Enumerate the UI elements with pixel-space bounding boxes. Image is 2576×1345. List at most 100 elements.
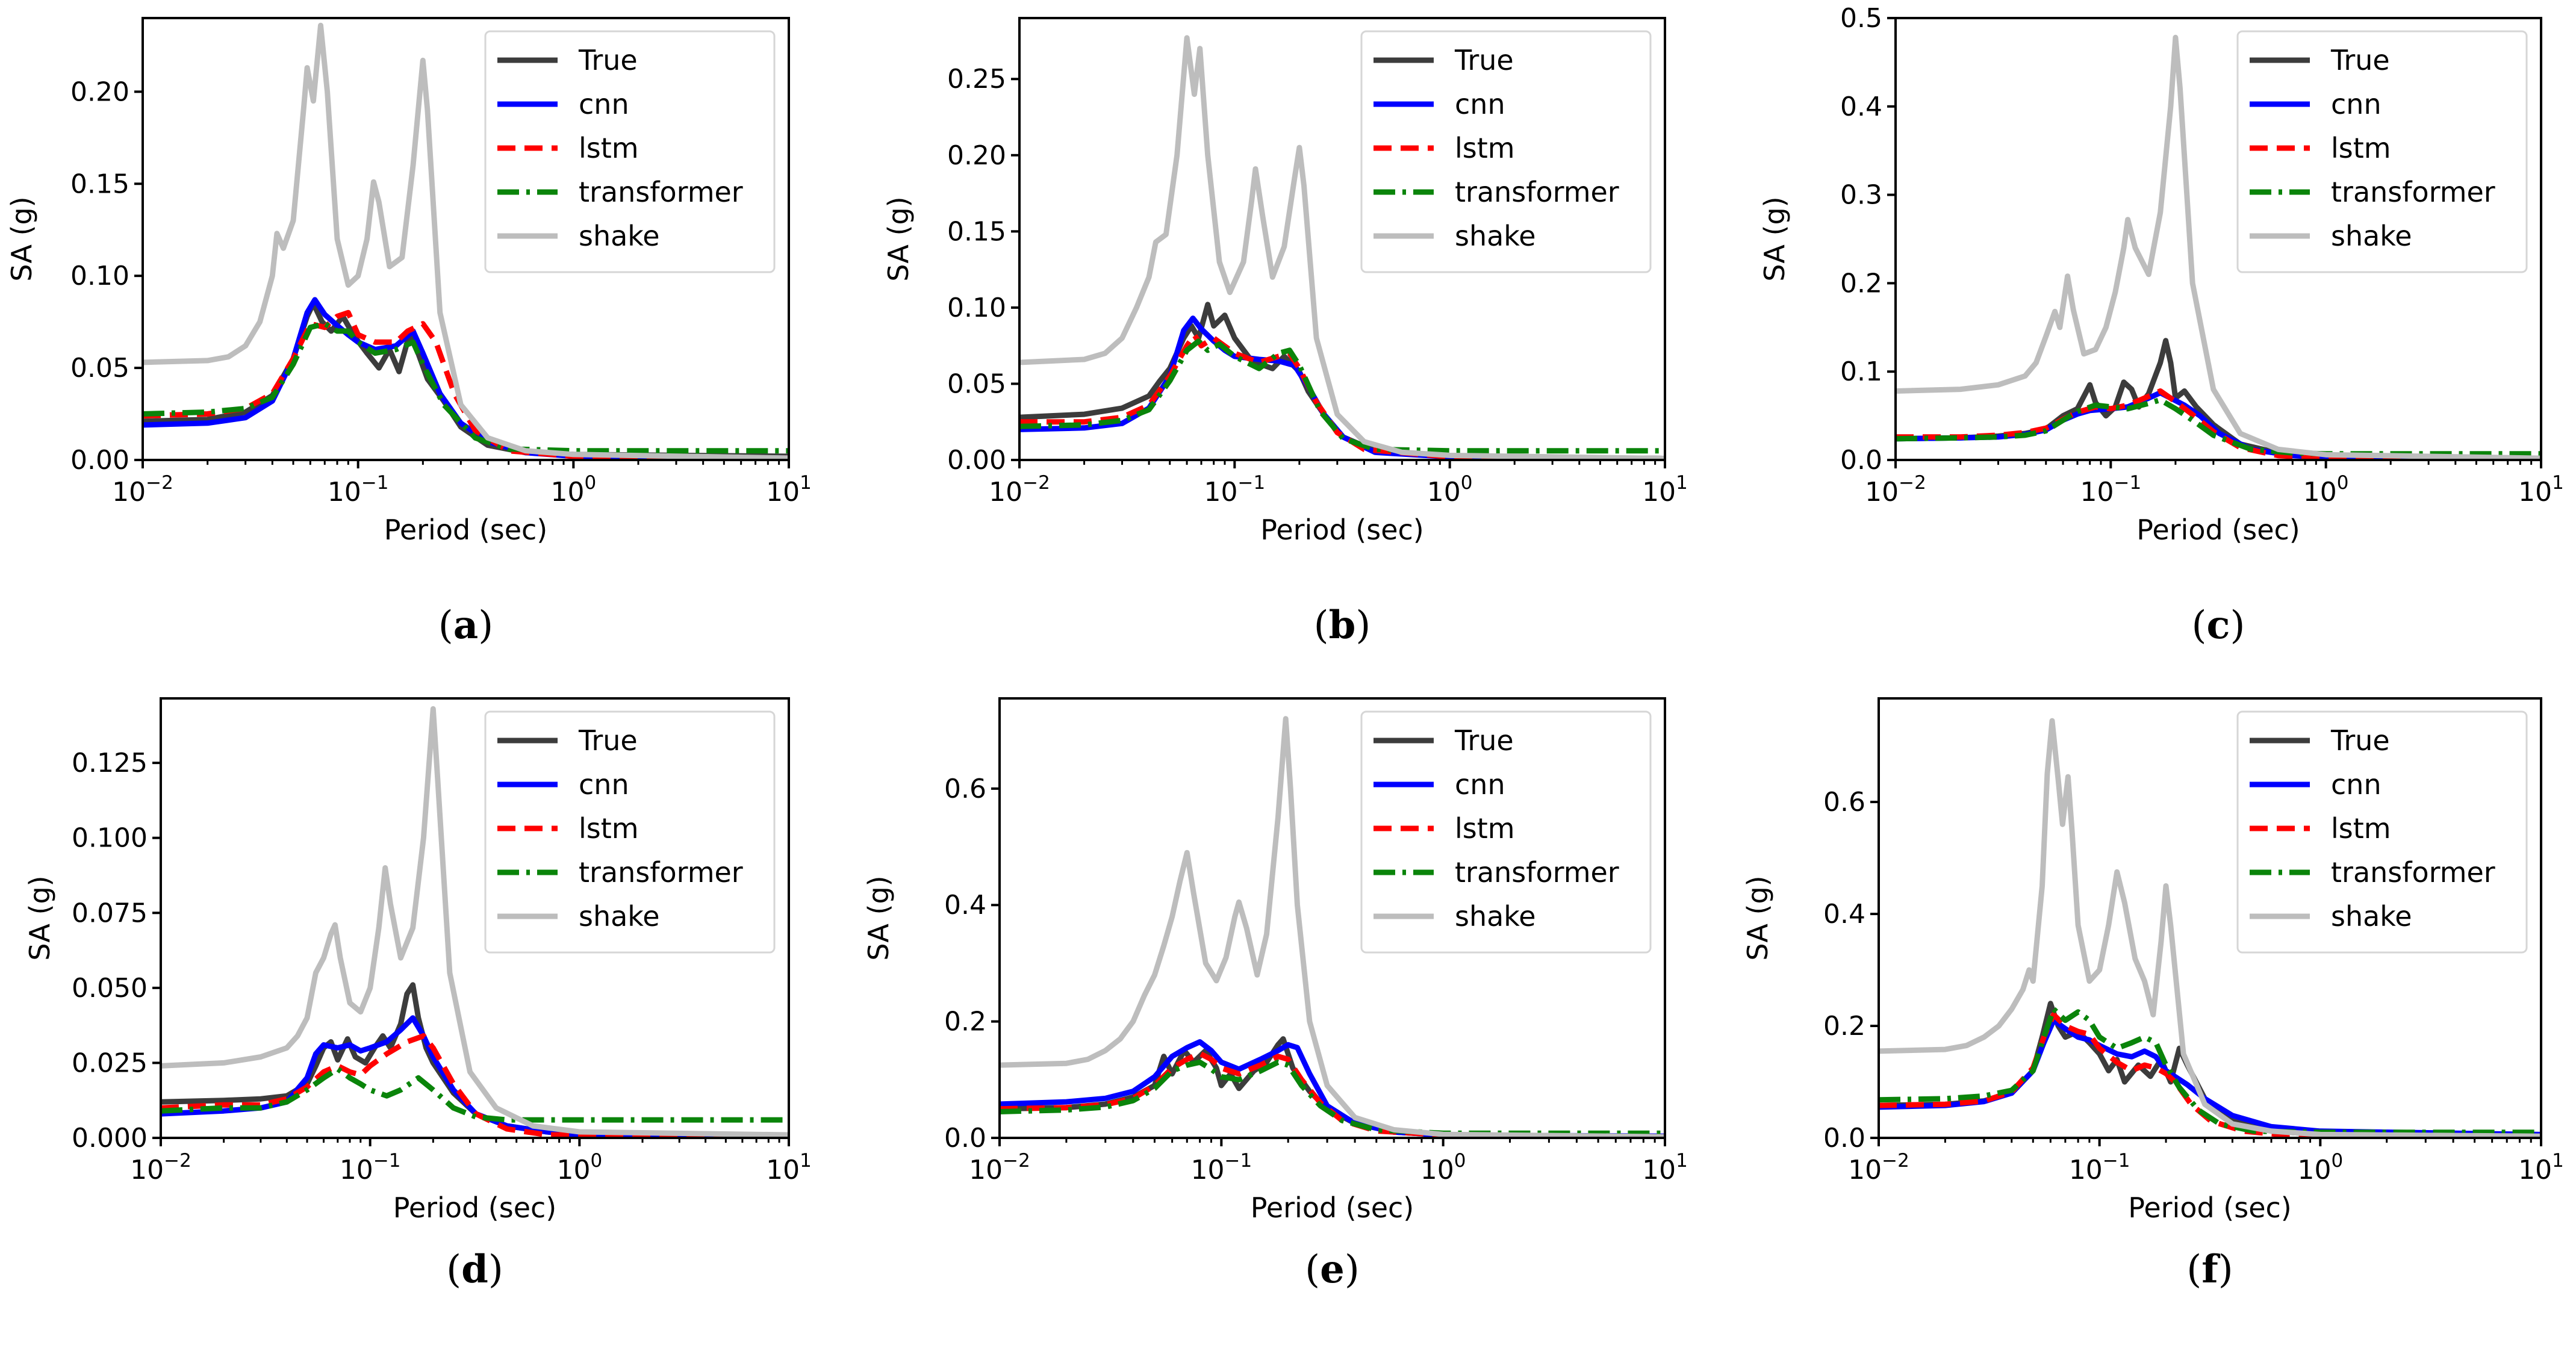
x-tick-label: 10−2 — [989, 472, 1050, 508]
y-tick-label: 0.05 — [70, 353, 129, 384]
x-tick-base: 10 — [2080, 477, 2114, 508]
legend-label-transformer: transformer — [1455, 856, 1619, 889]
panel-caption: (f) — [2186, 1247, 2233, 1292]
x-tick-exponent: −1 — [1224, 1150, 1252, 1172]
panel-caption: (d) — [446, 1247, 503, 1292]
caption-paren-open: ( — [1305, 1247, 1320, 1292]
legend-box — [1360, 710, 1652, 954]
x-tick-exponent: −2 — [1003, 1150, 1030, 1172]
legend: True cnn lstm transformer shake — [2236, 30, 2528, 273]
series-line-shake — [1019, 35, 1665, 460]
x-tick-label: 10−2 — [1865, 472, 1926, 508]
y-tick-label: 0.10 — [947, 293, 1006, 323]
legend-label-true: True — [578, 724, 638, 757]
y-tick-label: 0.0 — [1823, 1123, 1865, 1154]
caption-paren-close: ) — [1345, 1247, 1360, 1292]
y-tick-label: 0.15 — [70, 169, 129, 199]
x-tick-exponent: −1 — [2103, 1150, 2130, 1172]
series-lines — [1879, 718, 2541, 1138]
x-tick-base: 10 — [766, 477, 800, 508]
x-tick-label: 10−1 — [2069, 1150, 2130, 1185]
x-tick-exponent: −2 — [1882, 1150, 1909, 1172]
caption-paren-open: ( — [438, 603, 453, 648]
caption-paren-close: ) — [2218, 1247, 2233, 1292]
x-tick-base: 10 — [340, 1155, 373, 1185]
caption-paren-close: ) — [488, 1247, 503, 1292]
y-tick-label: 0.5 — [1840, 3, 1882, 34]
series-lines — [143, 22, 789, 460]
x-tick-exponent: 0 — [2331, 1150, 2343, 1172]
axes-frame — [1894, 17, 2542, 461]
x-tick-label: 101 — [766, 1150, 812, 1185]
legend-label-true: True — [1454, 724, 1514, 757]
series-line-shake — [143, 22, 789, 460]
series-line-lstm — [143, 309, 789, 460]
x-tick-label: 10−2 — [130, 1150, 191, 1185]
legend-label-cnn: cnn — [579, 768, 629, 801]
axes-frame — [1878, 697, 2542, 1139]
y-axis-label: SA (g) — [5, 196, 38, 281]
series-line-shake — [1896, 34, 2541, 460]
y-axis-label: SA (g) — [882, 196, 915, 281]
y-axis-label: SA (g) — [1741, 875, 1774, 960]
x-tick-label: 100 — [2297, 1150, 2343, 1185]
series-line-shake — [161, 706, 789, 1138]
x-tick-label: 101 — [766, 472, 812, 508]
legend-label-lstm: lstm — [579, 812, 639, 845]
series-line-lstm — [1019, 332, 1665, 460]
x-tick-base: 10 — [1642, 1155, 1676, 1185]
x-tick-exponent: 1 — [2552, 1150, 2564, 1172]
x-axis-label: Period (sec) — [1251, 1191, 1414, 1224]
legend: True cnn lstm transformer shake — [484, 30, 776, 273]
x-tick-exponent: −1 — [373, 1150, 401, 1172]
series-line-true — [143, 300, 789, 459]
x-tick-label: 10−1 — [340, 1150, 401, 1185]
legend-label-transformer: transformer — [1455, 176, 1619, 208]
y-tick-label: 0.05 — [947, 368, 1006, 399]
legend: True cnn lstm transformer shake — [1360, 30, 1652, 273]
y-tick-label: 0.10 — [70, 261, 129, 291]
x-tick-base: 10 — [2518, 1155, 2552, 1185]
x-tick-base: 10 — [969, 1155, 1003, 1185]
series-line-cnn — [1000, 1039, 1665, 1138]
y-tick-label: 0.4 — [1823, 899, 1865, 930]
x-tick-base: 10 — [1848, 1155, 1882, 1185]
legend-box — [484, 710, 776, 954]
legend-label-cnn: cnn — [1455, 768, 1505, 801]
panel-caption: (b) — [1314, 603, 1371, 648]
legend-label-true: True — [2330, 44, 2390, 76]
y-axis-label: SA (g) — [23, 875, 56, 960]
y-tick-label: 0.20 — [70, 76, 129, 107]
x-tick-base: 10 — [1642, 477, 1676, 508]
x-tick-exponent: 0 — [1461, 472, 1473, 494]
y-tick-label: 0.2 — [944, 1007, 986, 1037]
caption-letter: e — [1320, 1247, 1345, 1292]
series-line-shake — [1879, 718, 2541, 1138]
x-tick-base: 10 — [550, 477, 584, 508]
x-tick-label: 100 — [556, 1150, 602, 1185]
y-tick-label: 0.00 — [70, 445, 129, 476]
caption-letter: f — [2201, 1247, 2220, 1292]
y-tick-label: 0.4 — [1840, 92, 1882, 122]
y-tick-label: 0.1 — [1840, 356, 1882, 387]
legend-label-shake: shake — [579, 220, 660, 252]
x-tick-base: 10 — [1427, 477, 1461, 508]
legend-label-shake: shake — [2331, 900, 2412, 933]
x-tick-label: 10−1 — [2080, 472, 2141, 508]
x-tick-label: 100 — [2303, 472, 2349, 508]
x-tick-exponent: −2 — [164, 1150, 191, 1172]
y-tick-label: 0.3 — [1840, 180, 1882, 211]
y-tick-label: 0.2 — [1840, 268, 1882, 299]
legend-label-transformer: transformer — [2331, 856, 2495, 889]
series-line-lstm — [1879, 1011, 2541, 1138]
caption-letter: d — [461, 1247, 488, 1292]
panel-caption: (c) — [2192, 603, 2245, 648]
caption-paren-close: ) — [478, 603, 493, 648]
x-tick-label: 100 — [1420, 1150, 1466, 1185]
caption-paren-close: ) — [1355, 603, 1370, 648]
y-tick-label: 0.075 — [72, 898, 148, 928]
